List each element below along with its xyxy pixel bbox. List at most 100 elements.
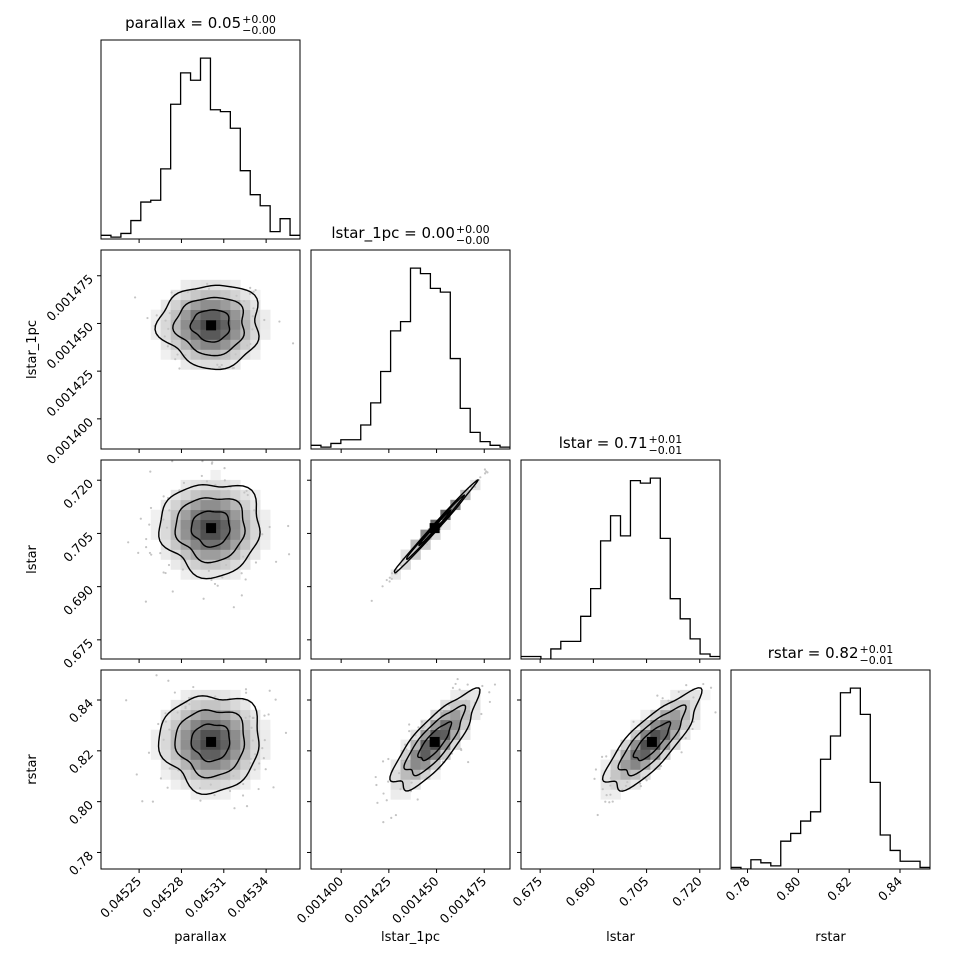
sample-point <box>645 779 648 782</box>
density-cell <box>240 289 251 301</box>
sample-point <box>448 703 451 707</box>
density-cell <box>240 719 251 730</box>
density-cell <box>170 509 181 520</box>
sample-point <box>224 563 228 567</box>
density-cell <box>180 689 191 701</box>
density-cell <box>230 319 241 330</box>
contour-level-1 <box>189 309 231 343</box>
sample-point <box>249 757 252 760</box>
density-cell <box>220 739 231 750</box>
sample-point <box>251 315 254 318</box>
density-cell <box>220 789 231 800</box>
y-tick-label: 0.705 <box>60 529 96 565</box>
density-cell <box>180 489 191 501</box>
density-cell <box>170 319 181 330</box>
sample-point <box>178 367 181 370</box>
x-tick-label: 0.001425 <box>341 874 394 927</box>
density-cell <box>250 529 261 540</box>
density-cell <box>220 699 231 711</box>
sample-point <box>458 688 461 691</box>
sample-point <box>466 683 469 686</box>
sample-point <box>605 794 608 797</box>
sample-point <box>677 690 680 693</box>
density-cell <box>160 519 171 530</box>
density-cell <box>640 759 651 770</box>
density-cell <box>440 719 451 730</box>
density-cell <box>240 519 251 530</box>
sample-point <box>220 363 223 367</box>
sample-point <box>456 677 459 681</box>
sample-point <box>214 699 217 702</box>
sample-point <box>233 807 236 810</box>
density-cell <box>220 339 231 350</box>
sample-point <box>218 365 221 369</box>
x-tick-label: 0.04528 <box>139 873 186 920</box>
sample-point <box>141 800 144 803</box>
sample-point <box>390 816 393 819</box>
density-cell <box>240 759 251 770</box>
density-cell <box>230 749 241 760</box>
density-cell <box>200 769 211 780</box>
sample-point <box>485 470 488 473</box>
density-cell <box>260 319 271 330</box>
density-cell <box>230 279 241 291</box>
sample-point <box>479 476 482 479</box>
axes-frame-3-2 <box>520 669 721 870</box>
density-cell <box>230 709 241 721</box>
density-cell <box>400 559 411 570</box>
density-cell <box>260 729 271 740</box>
density-cell <box>220 529 231 540</box>
density-cell <box>210 339 221 350</box>
density-cell <box>260 739 271 750</box>
sample-point <box>164 720 168 723</box>
sample-point <box>171 460 174 463</box>
density-cell <box>400 549 411 560</box>
density-cell <box>190 329 201 340</box>
density-cell <box>190 519 201 530</box>
sample-point <box>148 551 152 555</box>
density-cell <box>210 559 221 570</box>
sample-point <box>135 773 138 776</box>
density-cell <box>430 769 441 780</box>
sample-point <box>244 578 247 581</box>
sample-point <box>174 358 177 361</box>
sample-point <box>621 788 624 791</box>
density-cell <box>440 519 451 530</box>
contour-level-2 <box>174 709 246 779</box>
sample-point <box>251 716 254 720</box>
sample-point <box>145 546 148 549</box>
sample-point <box>252 290 255 293</box>
sample-point <box>168 767 171 770</box>
density-cell <box>610 759 621 770</box>
density-cell <box>210 289 221 301</box>
sample-point <box>420 720 424 723</box>
sample-point <box>227 489 230 492</box>
density-cell <box>210 529 221 540</box>
density-cell <box>660 719 671 730</box>
sample-point <box>162 738 165 741</box>
x-axis-label-rstar: rstar <box>815 930 846 945</box>
sample-point <box>221 576 224 579</box>
sample-point <box>224 291 227 294</box>
sample-point <box>609 784 612 787</box>
density-cell <box>200 689 211 701</box>
density-cell <box>630 739 641 750</box>
sample-point <box>166 786 169 789</box>
title-lower-error: −0.00 <box>242 24 276 37</box>
density-cell <box>220 289 231 301</box>
sample-point <box>252 307 255 310</box>
density-cell <box>170 739 181 750</box>
sample-point <box>164 712 167 715</box>
density-cell <box>240 749 251 760</box>
density-cell <box>410 779 421 790</box>
density-cell <box>640 749 651 760</box>
density-cell <box>390 789 401 800</box>
sample-point <box>164 571 167 575</box>
y-tick-label: 0.84 <box>66 695 96 725</box>
density-cell <box>230 309 241 320</box>
x-tick-label: 0.001450 <box>389 873 442 926</box>
density-cell <box>180 289 191 301</box>
title-main: lstar_1pc = 0.00 <box>331 224 455 243</box>
sample-point <box>440 710 444 713</box>
contour-level-2 <box>617 704 687 777</box>
